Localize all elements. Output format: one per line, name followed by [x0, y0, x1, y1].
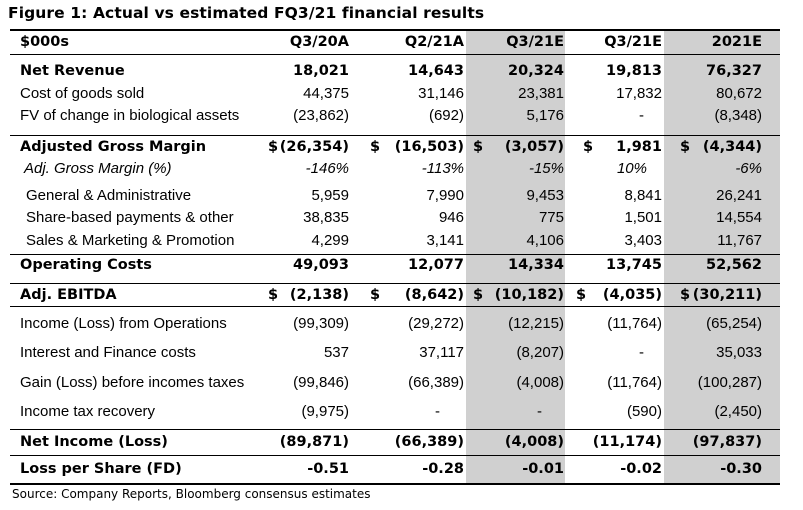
currency-symbol: $ — [370, 287, 381, 303]
table-row: Income tax recovery (9,975) - - (590) (2… — [20, 403, 762, 420]
table-row: Income (Loss) from Operations (99,309) (… — [20, 315, 762, 332]
table-row: Adj. EBITDA $ (2,138) $ (8,642) $ (10,18… — [10, 284, 780, 306]
rule-ebitda-top — [10, 283, 780, 284]
figure-title: Figure 1: Actual vs estimated FQ3/21 fin… — [8, 4, 485, 22]
rule-ebitda-bottom — [10, 306, 780, 307]
header-col-q321e-consensus: Q3/21E — [604, 34, 662, 50]
currency-symbol: $ — [576, 287, 587, 303]
table-row: Loss per Share (FD) -0.51 -0.28 -0.01 -0… — [20, 461, 762, 477]
rule-operating-costs-top — [10, 254, 780, 255]
rule-header — [10, 54, 780, 55]
currency-symbol: $ — [583, 139, 594, 155]
table-row: Net Income (Loss) (89,871) (66,389) (4,0… — [20, 434, 762, 450]
currency-symbol: $ — [370, 139, 381, 155]
shade-2021e — [664, 29, 780, 485]
currency-symbol: $ — [268, 287, 279, 303]
rule-bottom — [10, 483, 780, 485]
header-col-q320a: Q3/20A — [289, 34, 349, 50]
header-col-q321e: Q3/21E — [506, 34, 564, 50]
rule-gross-margin — [10, 135, 780, 136]
header-col-q221a: Q2/21A — [404, 34, 464, 50]
header-row: $000s Q3/20A Q2/21A Q3/21E Q3/21E 2021E — [10, 31, 780, 53]
table-row: General & Administrative 5,959 7,990 9,4… — [26, 187, 762, 204]
table-row: Cost of goods sold 44,375 31,146 23,381 … — [20, 85, 762, 102]
table-row: Sales & Marketing & Promotion 4,299 3,14… — [26, 232, 762, 249]
table-row: Adj. Gross Margin (%) -146% -113% -15% 1… — [24, 160, 762, 177]
table-row: Share-based payments & other 38,835 946 … — [26, 209, 762, 226]
currency-symbol: $ — [473, 139, 484, 155]
table-row: Adjusted Gross Margin $ (26,354) $ (16,5… — [10, 136, 780, 158]
table-row: Gain (Loss) before incomes taxes (99,846… — [20, 374, 762, 391]
rule-net-income-top — [10, 429, 780, 430]
table-row: FV of change in biological assets (23,86… — [20, 107, 762, 124]
table-row: Operating Costs 49,093 12,077 14,334 13,… — [20, 257, 762, 273]
header-col-2021e: 2021E — [711, 34, 762, 50]
table-row: Interest and Finance costs 537 37,117 (8… — [20, 344, 762, 361]
currency-symbol: $ — [268, 139, 279, 155]
rule-net-income-bottom — [10, 455, 780, 456]
currency-symbol: $ — [680, 287, 691, 303]
table-row: Net Revenue 18,021 14,643 20,324 19,813 … — [20, 63, 762, 79]
currency-symbol: $ — [680, 139, 691, 155]
header-label: $000s — [20, 34, 69, 50]
shade-q321e — [466, 29, 565, 485]
currency-symbol: $ — [473, 287, 484, 303]
source-note: Source: Company Reports, Bloomberg conse… — [12, 487, 371, 501]
rule-top — [10, 29, 780, 31]
